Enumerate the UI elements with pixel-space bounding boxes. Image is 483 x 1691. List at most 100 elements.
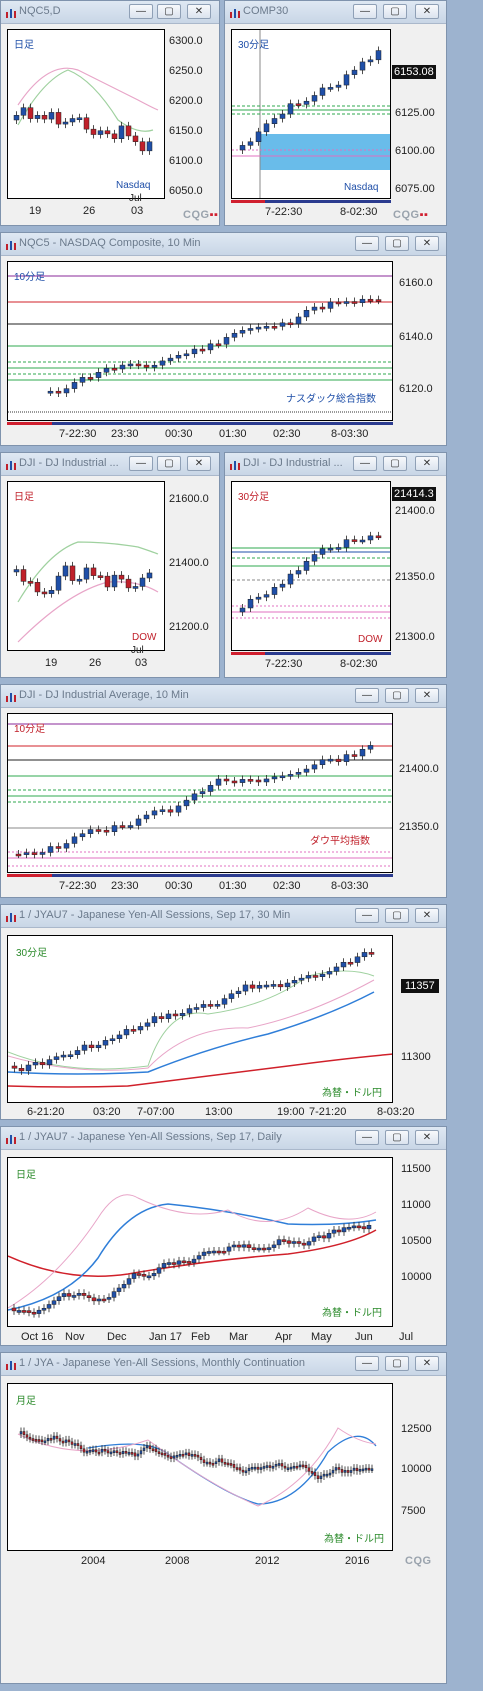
candle-body (367, 1467, 371, 1471)
title-bar[interactable]: DJI - DJ Industrial ... — ▢ ✕ (225, 453, 446, 476)
candle-body (247, 328, 254, 331)
candle-body (247, 1467, 251, 1472)
candle-body (15, 853, 22, 857)
candle-body (21, 1310, 27, 1313)
chart-plot-area[interactable]: 30分足 Nasdaq (231, 29, 391, 199)
symbol-caption: Nasdaq (344, 182, 379, 193)
chart-plot-area[interactable]: 日足 DOW (7, 481, 165, 651)
minimize-button[interactable]: — (355, 1356, 379, 1371)
candle-body (256, 1247, 262, 1251)
candle-body (183, 799, 190, 807)
minimize-button[interactable]: — (129, 456, 153, 471)
chart-window-dow-10min[interactable]: DJI - DJ Industrial Average, 10 Min — ▢ … (0, 684, 447, 898)
close-button[interactable]: ✕ (415, 688, 439, 703)
chart-plot-area[interactable]: 日足 Nasdaq (7, 29, 165, 199)
candle-body (336, 1229, 342, 1233)
chart-app-icon (5, 458, 16, 470)
title-bar[interactable]: DJI - DJ Industrial ... — ▢ ✕ (1, 453, 219, 476)
candle-body (215, 343, 222, 347)
chart-window-yen-30min[interactable]: 1 / JYAU7 - Japanese Yen-All Sessions, S… (0, 904, 447, 1120)
candle-body (167, 357, 174, 362)
candle-body (251, 1247, 257, 1250)
restore-button[interactable]: ▢ (157, 456, 181, 471)
y-tick-label: 6125.00 (395, 107, 435, 119)
close-button[interactable]: ✕ (415, 908, 439, 923)
session-bar (52, 874, 393, 877)
candle-body (341, 1227, 347, 1233)
candle-body (304, 1464, 308, 1469)
candle-body (295, 772, 302, 775)
chart-plot-area[interactable]: 30分足 DOW (231, 481, 391, 651)
x-tick-label: 00:30 (165, 880, 193, 892)
candle-body (67, 1439, 71, 1443)
title-bar[interactable]: DJI - DJ Industrial Average, 10 Min — ▢ … (1, 685, 446, 708)
timeframe-label: 10分足 (14, 272, 46, 283)
session-bar (7, 422, 52, 425)
chart-window-nqc5-daily[interactable]: NQC5,D — ▢ ✕ 日足 Nasdaq 6300.0 6250.0 620… (0, 0, 220, 226)
title-bar[interactable]: 1 / JYA - Japanese Yen-All Sessions, Mon… (1, 1353, 446, 1376)
close-button[interactable]: ✕ (415, 236, 439, 251)
candle-body (361, 952, 368, 958)
candle-body (355, 1467, 359, 1472)
close-button[interactable]: ✕ (415, 4, 439, 19)
candle-body (343, 1470, 347, 1473)
restore-button[interactable]: ▢ (385, 1130, 409, 1145)
candle-body (76, 1293, 82, 1296)
candle-body (262, 1466, 266, 1469)
candle-body (375, 299, 382, 302)
candle-body (216, 1250, 222, 1254)
daily-candles (8, 1194, 377, 1318)
candle-body (97, 1451, 101, 1455)
chart-window-dji-daily[interactable]: DJI - DJ Industrial ... — ▢ ✕ 日足 DOW 216… (0, 452, 220, 678)
close-button[interactable]: ✕ (187, 456, 211, 471)
window-title: NQC5,D (19, 5, 61, 17)
candle-body (58, 1438, 62, 1442)
candle-body (228, 993, 235, 999)
minimize-button[interactable]: — (355, 908, 379, 923)
chart-window-comp-30min[interactable]: COMP30 — ▢ ✕ 30分足 Nasdaq 6153.08 6125.00… (224, 0, 447, 226)
y-tick-label: 6160.0 (399, 277, 433, 289)
candle-body (306, 1241, 312, 1246)
candle-body (359, 539, 366, 543)
chart-plot-area[interactable]: 30分足 為替・ドル円 (7, 935, 393, 1103)
minimize-button[interactable]: — (353, 456, 377, 471)
restore-button[interactable]: ▢ (385, 1356, 409, 1371)
minimize-button[interactable]: — (355, 236, 379, 251)
candle-body (96, 1298, 102, 1302)
minimize-button[interactable]: — (355, 688, 379, 703)
minimize-button[interactable]: — (353, 4, 377, 19)
candle-body (43, 1440, 47, 1444)
close-button[interactable]: ✕ (415, 1356, 439, 1371)
candle-body (190, 1454, 194, 1457)
candle-body (242, 984, 249, 992)
chart-plot-area[interactable]: 10分足 ダウ平均指数 (7, 713, 393, 873)
chart-window-yen-daily[interactable]: 1 / JYAU7 - Japanese Yen-All Sessions, S… (0, 1126, 447, 1346)
chart-plot-area[interactable]: 10分足 ナスダック総合指数 (7, 261, 393, 421)
chart-window-nasdaq-10min[interactable]: NQC5 - NASDAQ Composite, 10 Min — ▢ ✕ 10… (0, 232, 447, 446)
close-button[interactable]: ✕ (415, 1130, 439, 1145)
restore-button[interactable]: ▢ (157, 4, 181, 19)
close-button[interactable]: ✕ (187, 4, 211, 19)
close-button[interactable]: ✕ (415, 456, 439, 471)
x-tick-label: 26 (83, 205, 96, 217)
restore-button[interactable]: ▢ (385, 908, 409, 923)
minimize-button[interactable]: — (129, 4, 153, 19)
restore-button[interactable]: ▢ (383, 4, 407, 19)
restore-button[interactable]: ▢ (385, 236, 409, 251)
title-bar[interactable]: NQC5 - NASDAQ Composite, 10 Min — ▢ ✕ (1, 233, 446, 256)
candle-body (66, 1293, 72, 1297)
title-bar[interactable]: 1 / JYAU7 - Japanese Yen-All Sessions, S… (1, 1127, 446, 1150)
chart-plot-area[interactable]: 月足 為替・ドル円 (7, 1383, 393, 1551)
chart-plot-area[interactable]: 日足 為替・ドル円 (7, 1157, 393, 1327)
chart-window-yen-monthly[interactable]: 1 / JYA - Japanese Yen-All Sessions, Mon… (0, 1352, 447, 1684)
title-bar[interactable]: COMP30 — ▢ ✕ (225, 1, 446, 24)
restore-button[interactable]: ▢ (383, 456, 407, 471)
title-bar[interactable]: 1 / JYAU7 - Japanese Yen-All Sessions, S… (1, 905, 446, 928)
title-bar[interactable]: NQC5,D — ▢ ✕ (1, 1, 219, 24)
candle-body (246, 1244, 252, 1248)
chart-app-icon (229, 6, 240, 18)
minimize-button[interactable]: — (355, 1130, 379, 1145)
y-tick-label: 6250.0 (169, 65, 203, 77)
chart-window-dji-30min[interactable]: DJI - DJ Industrial ... — ▢ ✕ 30分足 DOW 2… (224, 452, 447, 678)
restore-button[interactable]: ▢ (385, 688, 409, 703)
